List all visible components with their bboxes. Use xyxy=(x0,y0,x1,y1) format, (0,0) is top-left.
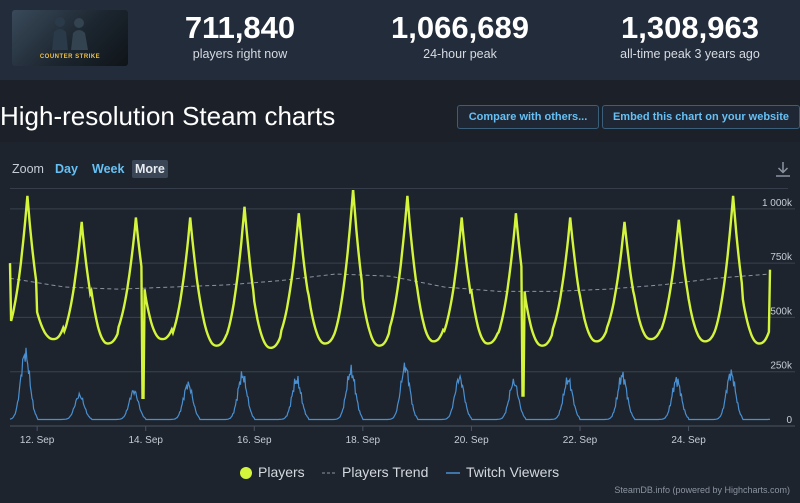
legend-twitch-label: Twitch Viewers xyxy=(466,464,560,480)
legend-players-trend[interactable]: Players Trend xyxy=(322,463,428,481)
chart-credits[interactable]: SteamDB.info (powered by Highcharts.com) xyxy=(614,485,790,495)
current-players-label: players right now xyxy=(192,47,288,61)
all-time-peak-stat: 1,308,963 all-time peak 3 years ago xyxy=(585,10,795,62)
legend-players[interactable]: Players xyxy=(240,463,305,481)
download-icon[interactable] xyxy=(774,160,792,178)
x-tick-label: 16. Sep xyxy=(237,435,272,446)
zoom-label: Zoom xyxy=(12,162,44,176)
zoom-week-button[interactable]: Week xyxy=(92,162,125,176)
zoom-more-button[interactable]: More xyxy=(132,160,168,178)
all-time-peak-value: 1,308,963 xyxy=(621,10,759,45)
game-logo[interactable]: COUNTER STRIKE xyxy=(12,10,128,66)
x-tick-label: 14. Sep xyxy=(128,435,163,446)
y-tick-label: 1 000k xyxy=(762,198,793,209)
x-tick-label: 24. Sep xyxy=(671,435,706,446)
x-tick-label: 20. Sep xyxy=(454,435,489,446)
y-axis-labels: 0 250k 500k 750k 1 000k xyxy=(762,198,793,426)
y-tick-label: 0 xyxy=(786,415,792,426)
counter-strike-logo xyxy=(52,17,88,50)
stats-header: COUNTER STRIKE 711,840 players right now… xyxy=(0,0,800,80)
day-peak-stat: 1,066,689 24-hour peak xyxy=(370,10,550,62)
chart-legend: Players Players Trend Twitch Viewers xyxy=(0,463,800,483)
legend-trend-label: Players Trend xyxy=(342,464,429,480)
compare-button[interactable]: Compare with others... xyxy=(457,105,599,129)
page-title: High-resolution Steam charts xyxy=(0,101,336,131)
chart-panel xyxy=(0,142,800,503)
current-players-value: 711,840 xyxy=(184,10,296,45)
x-tick-label: 12. Sep xyxy=(20,435,55,446)
y-tick-label: 500k xyxy=(770,306,793,317)
embed-chart-button[interactable]: Embed this chart on your website xyxy=(602,105,800,129)
series-players xyxy=(8,190,772,399)
legend-players-swatch xyxy=(240,467,252,480)
y-tick-label: 750k xyxy=(770,252,793,263)
legend-trend-swatch xyxy=(322,472,336,474)
legend-twitch-viewers[interactable]: Twitch Viewers xyxy=(446,463,559,481)
legend-twitch-swatch xyxy=(446,472,460,475)
day-peak-value: 1,066,689 xyxy=(391,10,529,45)
x-tick-label: 18. Sep xyxy=(346,435,381,446)
x-axis-labels: 12. Sep 14. Sep 16. Sep 18. Sep 20. Sep 22. S… xyxy=(20,426,706,446)
chart-divider xyxy=(10,188,788,189)
players-chart: 0 250k 500k 750k 1 000k 12. Sep 14. Sep 16. Se… xyxy=(8,190,795,446)
series-players-trend xyxy=(9,273,771,292)
legend-players-label: Players xyxy=(258,464,305,480)
y-tick-label: 250k xyxy=(770,361,793,372)
series-twitch-viewers xyxy=(9,347,771,421)
x-tick-label: 22. Sep xyxy=(563,435,598,446)
all-time-peak-label: all-time peak 3 years ago xyxy=(620,47,760,61)
logo-text: COUNTER STRIKE xyxy=(39,54,101,60)
current-players-stat: 711,840 players right now xyxy=(150,10,330,62)
zoom-day-button[interactable]: Day xyxy=(55,162,78,176)
day-peak-label: 24-hour peak xyxy=(423,47,497,61)
